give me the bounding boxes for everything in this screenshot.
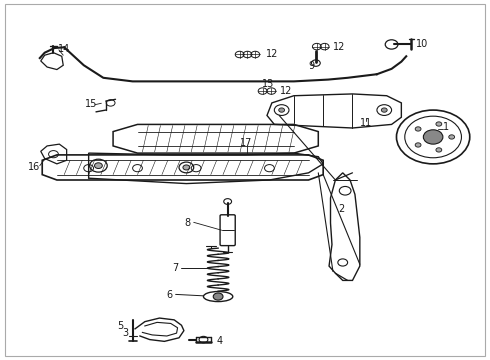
Text: 3: 3 [122,328,128,338]
Text: 2: 2 [339,204,345,214]
Circle shape [415,127,421,131]
Text: 12: 12 [280,86,292,96]
Text: 1: 1 [443,122,449,132]
Circle shape [436,148,442,152]
Text: 10: 10 [416,40,428,49]
Text: 16: 16 [28,162,40,172]
Text: 14: 14 [58,44,71,54]
Circle shape [436,122,442,126]
Text: 13: 13 [262,79,274,89]
Text: 7: 7 [172,263,179,273]
Circle shape [423,130,443,144]
Circle shape [449,135,455,139]
Text: 4: 4 [217,336,222,346]
Circle shape [415,143,421,147]
Text: 9: 9 [308,61,314,71]
Text: 12: 12 [266,49,278,59]
Text: 17: 17 [240,138,252,148]
Circle shape [279,108,285,112]
Text: 5: 5 [117,321,123,331]
Text: 11: 11 [360,118,372,128]
Text: 8: 8 [184,218,191,228]
Text: 15: 15 [85,99,98,109]
Circle shape [213,293,223,300]
Text: 6: 6 [166,290,172,300]
Circle shape [95,163,102,168]
Circle shape [381,108,387,112]
Circle shape [183,165,190,170]
Text: 12: 12 [333,42,345,51]
